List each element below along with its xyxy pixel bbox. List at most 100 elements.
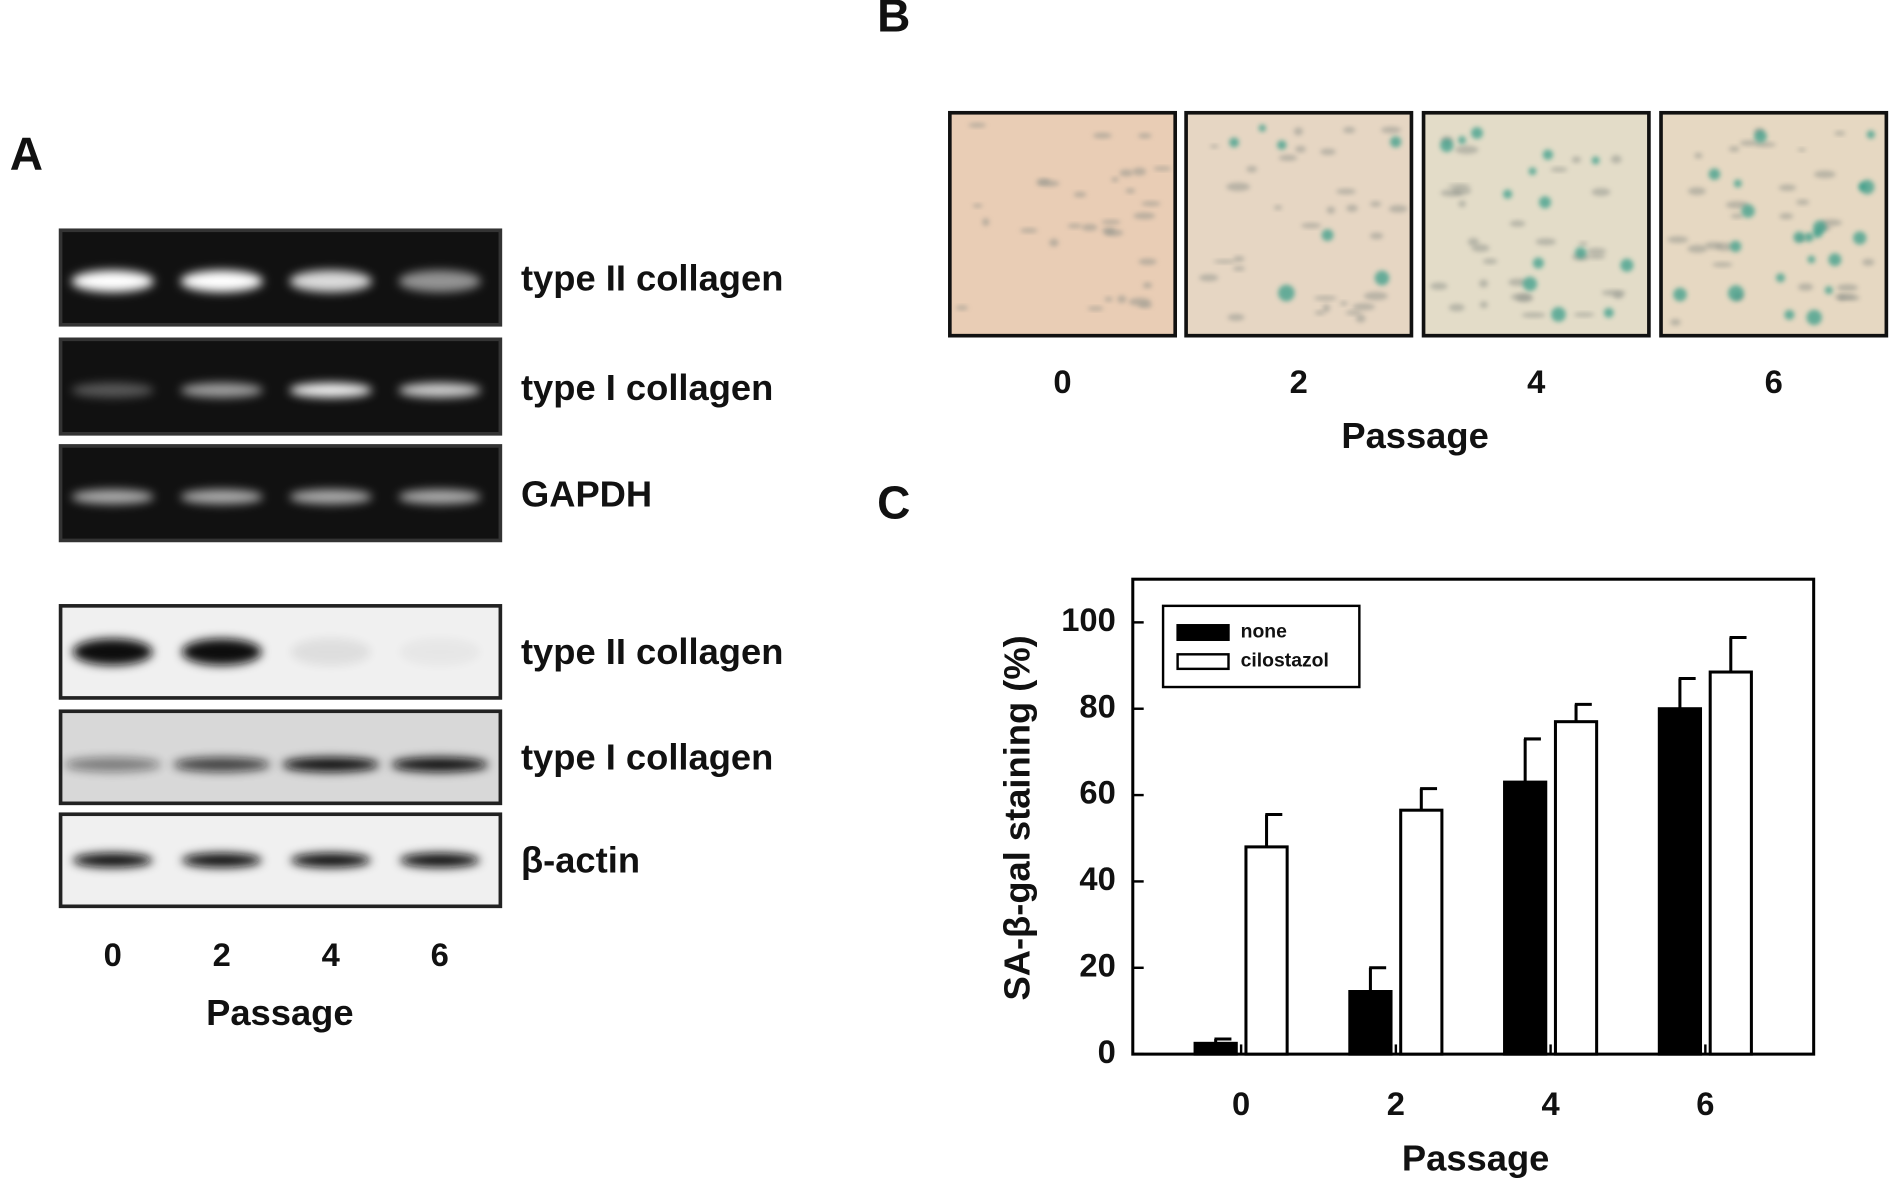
- cell: [1430, 282, 1448, 290]
- cell: [1320, 148, 1336, 155]
- cell: [1128, 297, 1152, 306]
- cell: [1388, 205, 1408, 213]
- cell: [1571, 156, 1582, 164]
- cell: [1138, 258, 1157, 265]
- gel-band: [289, 270, 372, 293]
- bar: [1193, 1041, 1238, 1056]
- cell: [1728, 146, 1740, 152]
- plot-frame: [1131, 577, 1816, 1056]
- panel-label: B: [877, 0, 910, 42]
- gel-band: [289, 489, 372, 505]
- cell: [1754, 142, 1776, 148]
- cell: [1133, 212, 1156, 220]
- gel-band: [71, 382, 154, 398]
- cell: [955, 305, 969, 311]
- cell: [1119, 169, 1134, 177]
- cell: [1471, 244, 1490, 252]
- cell: [1836, 284, 1858, 292]
- cell: [1479, 279, 1489, 288]
- blot-band: [399, 638, 480, 666]
- cell: [1730, 213, 1744, 219]
- gel-band: [398, 489, 481, 505]
- band-label: type II collagen: [521, 631, 783, 672]
- bar: [1708, 670, 1753, 1056]
- cell: [1104, 296, 1113, 302]
- cell: [1295, 145, 1306, 153]
- cell: [1667, 236, 1689, 243]
- cell: [1796, 199, 1810, 206]
- stained-cell: [1866, 130, 1875, 139]
- blot-band: [72, 853, 153, 868]
- stained-cell: [1278, 284, 1295, 302]
- cell: [1535, 238, 1557, 246]
- cell: [1586, 247, 1607, 255]
- cell: [1610, 155, 1622, 164]
- x-tick-label: 2: [1387, 1085, 1405, 1122]
- legend-swatch: [1176, 653, 1230, 671]
- legend-box: [1161, 604, 1361, 689]
- cell: [1138, 133, 1152, 139]
- cell: [1862, 258, 1875, 266]
- cell: [1670, 318, 1681, 326]
- cell: [1101, 219, 1121, 225]
- x-axis-title: Passage: [206, 992, 353, 1033]
- cell: [1725, 201, 1749, 209]
- lane-label: 6: [1765, 363, 1783, 400]
- x-tick-label: 6: [1696, 1085, 1714, 1122]
- cell: [1458, 200, 1467, 208]
- cell: [1704, 241, 1722, 250]
- cell: [1712, 262, 1733, 268]
- stained-cell: [1853, 231, 1867, 245]
- lane-label: 0: [104, 936, 122, 973]
- stained-cell: [1804, 232, 1814, 242]
- cell: [1125, 188, 1136, 194]
- cell: [1345, 310, 1362, 316]
- panel-label: C: [877, 477, 910, 529]
- cell: [1739, 140, 1758, 146]
- cell: [1081, 223, 1098, 231]
- cell: [1467, 237, 1479, 246]
- micrograph: [1659, 110, 1889, 338]
- stained-cell: [1733, 179, 1742, 188]
- stained-cell: [1807, 255, 1816, 264]
- stained-cell: [1471, 127, 1483, 139]
- blot-band: [391, 757, 489, 772]
- cell: [1510, 293, 1532, 301]
- cell: [1573, 312, 1595, 317]
- gel-band: [289, 382, 372, 398]
- stained-cell: [1591, 156, 1600, 165]
- stained-cell: [1528, 167, 1537, 176]
- cell: [1326, 206, 1336, 214]
- blot-band: [290, 853, 371, 868]
- y-tick-label: 40: [1079, 860, 1115, 897]
- blot-image: [58, 709, 503, 806]
- stained-cell: [1754, 130, 1767, 143]
- cell: [1455, 145, 1479, 154]
- cell: [1246, 165, 1258, 173]
- cell: [1363, 291, 1388, 301]
- cell: [1199, 274, 1219, 282]
- cell: [1132, 167, 1147, 176]
- stained-cell: [1542, 149, 1554, 160]
- cell: [1834, 131, 1846, 136]
- cell: [1153, 166, 1172, 171]
- cell: [1141, 201, 1161, 207]
- gel-band: [180, 270, 263, 293]
- lane-label: 2: [1290, 363, 1308, 400]
- bar: [1399, 808, 1444, 1056]
- stained-cell: [1824, 286, 1833, 295]
- cell: [1508, 278, 1527, 287]
- blot-band: [72, 638, 153, 666]
- legend-swatch: [1176, 624, 1230, 641]
- cell: [1020, 228, 1038, 233]
- cell: [1301, 222, 1322, 229]
- stained-cell: [1229, 137, 1240, 148]
- cell: [1448, 303, 1465, 312]
- cell: [1797, 147, 1806, 152]
- cell: [1687, 244, 1708, 253]
- cell: [1226, 182, 1251, 192]
- stained-cell: [1727, 285, 1744, 302]
- stained-cell: [1729, 240, 1742, 253]
- stained-cell: [1277, 140, 1287, 150]
